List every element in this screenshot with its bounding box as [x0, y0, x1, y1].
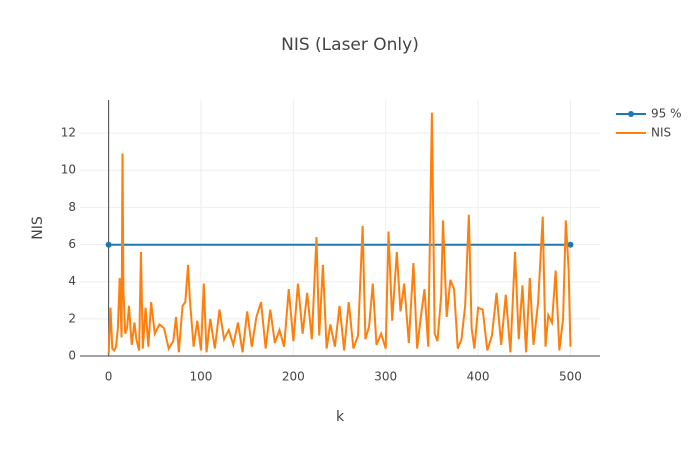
point — [105, 241, 112, 248]
y-tick-label: 4 — [68, 274, 76, 288]
legend-label: 95 % — [651, 107, 682, 121]
y-tick-label: 10 — [61, 163, 76, 177]
chart-title: NIS (Laser Only) — [281, 35, 419, 55]
x-tick-label: 500 — [559, 370, 582, 384]
y-tick-label: 8 — [68, 200, 76, 214]
y-tick-label: 12 — [61, 126, 76, 140]
y-tick-label: 2 — [68, 311, 76, 325]
legend-marker — [628, 111, 634, 117]
line-series — [107, 112, 572, 355]
legend-label: NIS — [651, 126, 671, 140]
point — [567, 241, 574, 248]
x-tick-label: 400 — [467, 370, 490, 384]
x-tick-label: 0 — [105, 370, 113, 384]
x-tick-label: 300 — [374, 370, 397, 384]
y-tick-label: 6 — [68, 237, 76, 251]
x-tick-label: 200 — [282, 370, 305, 384]
y-tick-label: 0 — [68, 349, 76, 363]
x-tick-label: 100 — [190, 370, 213, 384]
x-axis-label: k — [336, 409, 345, 425]
y-axis-label: NIS — [30, 216, 46, 240]
